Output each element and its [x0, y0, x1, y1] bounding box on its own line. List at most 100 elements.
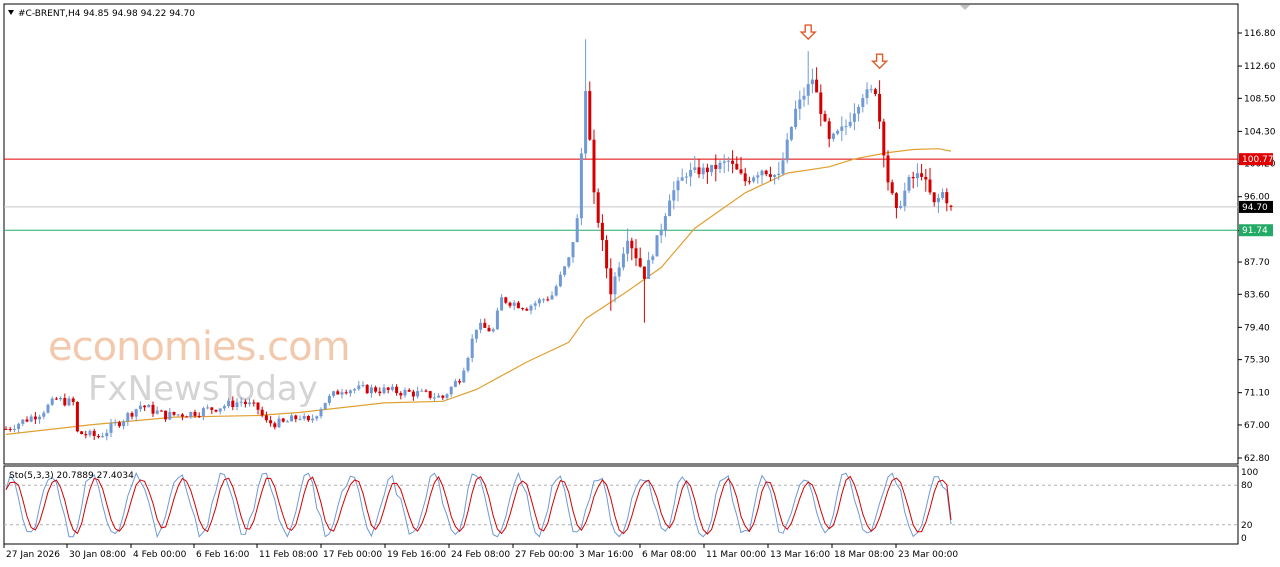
candle-body [445, 394, 449, 398]
candle-body [684, 176, 688, 178]
candle-body [810, 79, 814, 85]
down-arrow-icon [870, 53, 889, 70]
time-tick-label: 18 Mar 08:00 [834, 550, 894, 560]
candle-body [479, 322, 483, 330]
candle-body [424, 390, 428, 392]
candle-body [214, 409, 218, 412]
candle-body [302, 415, 306, 419]
candle-body [180, 414, 184, 417]
candle-body [290, 415, 294, 422]
candle-body [529, 305, 533, 311]
candle-body [71, 398, 75, 402]
candle-body [491, 329, 495, 332]
price-tick-label: 79.40 [1244, 323, 1270, 333]
candle-body [504, 297, 508, 303]
candle-body [348, 390, 352, 394]
candle-body [256, 402, 260, 410]
candle-body [172, 411, 176, 415]
candle-body [474, 329, 478, 339]
time-tick-label: 13 Mar 16:00 [770, 550, 830, 560]
candle-body [248, 402, 252, 405]
level-tag-current [1239, 200, 1273, 213]
candle-body [558, 274, 562, 287]
candle-body [25, 419, 29, 422]
price-tick-label: 83.60 [1244, 290, 1270, 300]
candle-body [298, 418, 302, 420]
time-tick-label: 19 Feb 16:00 [387, 550, 446, 560]
candle-body [794, 108, 798, 128]
candle-body [159, 410, 163, 412]
candle-body [546, 299, 550, 301]
candle-body [239, 401, 243, 403]
candle-body [218, 408, 222, 412]
candle-body [626, 240, 630, 254]
candle-body [138, 405, 142, 410]
candle-body [911, 176, 915, 179]
candle-body [470, 338, 474, 358]
candle-body [651, 256, 655, 261]
candle-body [617, 267, 621, 277]
candle-body [752, 177, 756, 182]
dropdown-triangle-icon[interactable] [8, 10, 14, 15]
candle-body [411, 391, 415, 397]
candle-body [365, 385, 369, 394]
candle-body [285, 421, 289, 423]
candle-body [8, 428, 12, 430]
candle-body [512, 302, 516, 306]
candle-body [890, 182, 894, 194]
candle-body [407, 389, 411, 392]
candle-body [277, 418, 281, 428]
candle-body [827, 121, 831, 139]
time-axis: 27 Jan 2026 30 Jan 08:00 4 Feb 00:00 6 Feb … [3, 544, 958, 560]
candle-body [655, 235, 659, 257]
candle-body [844, 126, 848, 128]
candle-body [928, 179, 932, 193]
stoch-scale-label: 100 [1241, 468, 1258, 478]
price-tick-label: 116.80 [1244, 29, 1276, 39]
candle-body [487, 327, 491, 332]
candle-body [819, 92, 823, 114]
candle-body [663, 216, 667, 231]
candle-body [437, 395, 441, 398]
candle-body [710, 164, 714, 173]
candle-body [168, 411, 172, 420]
candle-body [336, 391, 340, 395]
time-tick-label: 4 Feb 00:00 [133, 550, 187, 560]
price-tick-label: 104.30 [1244, 127, 1276, 137]
price-tick-label: 62.80 [1244, 454, 1270, 464]
candle-body [38, 416, 42, 420]
time-tick-label: 11 Mar 00:00 [706, 550, 766, 560]
candle-body [609, 268, 613, 295]
candle-body [483, 322, 487, 328]
candle-body [12, 428, 16, 430]
candle-body [176, 414, 180, 416]
candle-body [743, 173, 747, 182]
time-tick-label: 27 Feb 00:00 [515, 550, 574, 560]
candle-body [869, 89, 873, 91]
candle-body [680, 177, 684, 181]
oscillator-label: Sto(5,3,3) 20.7889 27.4034 [9, 471, 134, 481]
candle-body [554, 286, 558, 296]
candle-body [46, 404, 50, 413]
candle-body [693, 167, 697, 170]
chart-shift-marker-icon[interactable] [960, 5, 970, 10]
candle-body [33, 416, 37, 420]
candle-body [878, 94, 882, 122]
candle-body [340, 392, 344, 395]
candle-body [903, 190, 907, 207]
candle-body [634, 248, 638, 259]
candle-body [231, 400, 235, 408]
candle-body [164, 410, 168, 420]
candle-body [747, 181, 751, 183]
candle-body [798, 99, 802, 109]
candle-body [189, 411, 193, 417]
candle-body [315, 416, 319, 419]
candle-body [75, 401, 79, 432]
candle-body [361, 385, 365, 387]
candle-body [113, 422, 117, 424]
candle-body [101, 436, 105, 438]
candle-body [432, 397, 436, 399]
time-tick-label: 30 Jan 08:00 [69, 550, 126, 560]
